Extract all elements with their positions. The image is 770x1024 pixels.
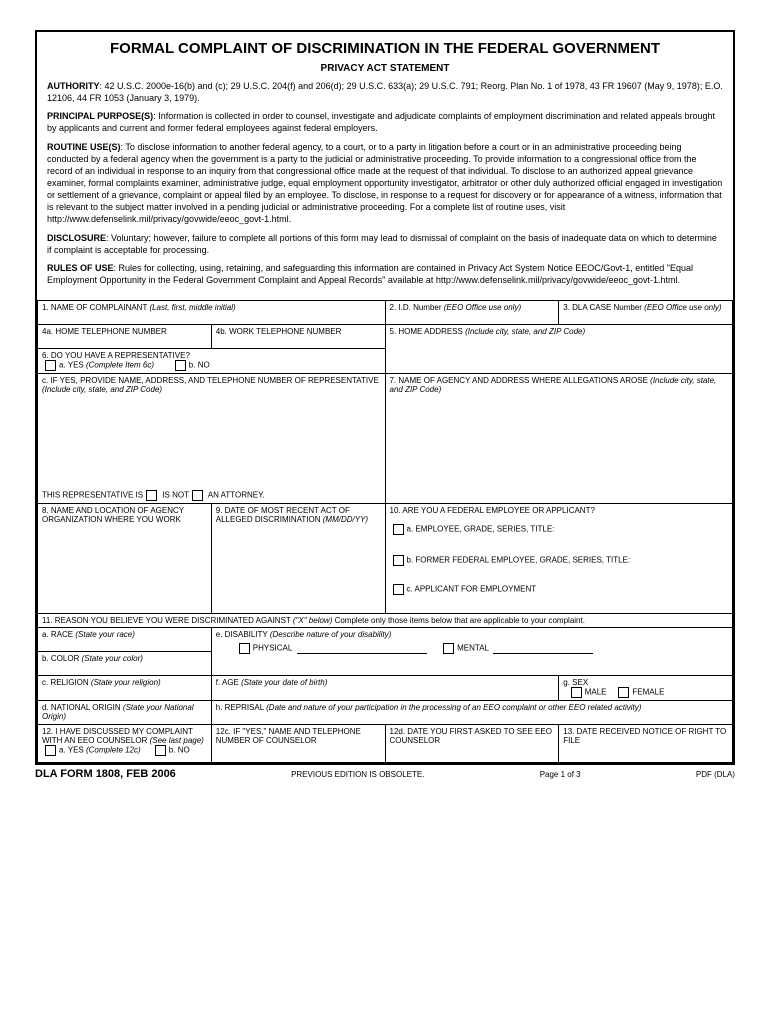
field-7[interactable]: 7. NAME OF AGENCY AND ADDRESS WHERE ALLE… (385, 374, 733, 504)
rules-label: RULES OF USE (47, 263, 114, 273)
obsolete-notice: PREVIOUS EDITION IS OBSOLETE. (291, 770, 424, 779)
page-number: Page 1 of 3 (540, 770, 581, 779)
form-footer: DLA FORM 1808, FEB 2006 PREVIOUS EDITION… (35, 765, 735, 780)
field-10: 10. ARE YOU A FEDERAL EMPLOYEE OR APPLIC… (385, 504, 733, 544)
checkbox-6b[interactable] (175, 360, 186, 371)
field-11b[interactable]: b. COLOR (State your color) (38, 652, 212, 676)
checkbox-rep-isnot[interactable] (192, 490, 203, 501)
form-grid: 1. NAME OF COMPLAINANT (Last, first, mid… (37, 300, 733, 763)
field-4a[interactable]: 4a. HOME TELEPHONE NUMBER (38, 325, 212, 349)
field-2[interactable]: 2. I.D. Number (EEO Office use only) (385, 301, 559, 325)
checkbox-rep-is[interactable] (146, 490, 157, 501)
field-11a[interactable]: a. RACE (State your race) (38, 628, 212, 652)
field-6c[interactable]: c. IF YES, PROVIDE NAME, ADDRESS, AND TE… (38, 374, 386, 504)
checkbox-11g-female[interactable] (618, 687, 629, 698)
checkbox-10a[interactable] (393, 524, 404, 535)
field-4b[interactable]: 4b. WORK TELEPHONE NUMBER (211, 325, 385, 349)
field-13[interactable]: 13. DATE RECEIVED NOTICE OF RIGHT TO FIL… (559, 725, 733, 763)
authority-label: AUTHORITY (47, 81, 100, 91)
disclosure-text: : Voluntary; however, failure to complet… (47, 233, 717, 255)
privacy-statement: AUTHORITY: 42 U.S.C. 2000e-16(b) and (c)… (37, 80, 733, 300)
routine-text: : To disclose information to another fed… (47, 142, 722, 225)
form-id: DLA FORM 1808, FEB 2006 (35, 768, 176, 780)
checkbox-11g-male[interactable] (571, 687, 582, 698)
checkbox-10b[interactable] (393, 555, 404, 566)
form-title: FORMAL COMPLAINT OF DISCRIMINATION IN TH… (37, 32, 733, 61)
field-11: 11. REASON YOU BELIEVE YOU WERE DISCRIMI… (38, 614, 733, 628)
form-container: FORMAL COMPLAINT OF DISCRIMINATION IN TH… (35, 30, 735, 765)
field-12: 12. I HAVE DISCUSSED MY COMPLAINT WITH A… (38, 725, 212, 763)
field-10b: b. FORMER FEDERAL EMPLOYEE, GRADE, SERIE… (385, 544, 733, 573)
checkbox-11e-mental[interactable] (443, 643, 454, 654)
privacy-subtitle: PRIVACY ACT STATEMENT (37, 61, 733, 80)
field-11f[interactable]: f. AGE (State your date of birth) (211, 676, 559, 701)
field-6: 6. DO YOU HAVE A REPRESENTATIVE? a. YES … (38, 349, 386, 374)
field-11h[interactable]: h. REPRISAL (Date and nature of your par… (211, 701, 732, 725)
field-12c[interactable]: 12c. IF "YES," NAME AND TELEPHONE NUMBER… (211, 725, 385, 763)
field-3[interactable]: 3. DLA CASE Number (EEO Office use only) (559, 301, 733, 325)
checkbox-10c[interactable] (393, 584, 404, 595)
checkbox-12b[interactable] (155, 745, 166, 756)
purposes-label: PRINCIPAL PURPOSE(S) (47, 111, 153, 121)
checkbox-11e-physical[interactable] (239, 643, 250, 654)
field-9[interactable]: 9. DATE OF MOST RECENT ACT OF ALLEGED DI… (211, 504, 385, 614)
field-11g: g. SEX MALE FEMALE (559, 676, 733, 701)
field-11d[interactable]: d. NATIONAL ORIGIN (State your National … (38, 701, 212, 725)
checkbox-6a[interactable] (45, 360, 56, 371)
authority-text: : 42 U.S.C. 2000e-16(b) and (c); 29 U.S.… (47, 81, 723, 103)
field-11e[interactable]: e. DISABILITY (Describe nature of your d… (211, 628, 732, 676)
field-12d[interactable]: 12d. DATE YOU FIRST ASKED TO SEE EEO COU… (385, 725, 559, 763)
disclosure-label: DISCLOSURE (47, 233, 106, 243)
rules-text: : Rules for collecting, using, retaining… (47, 263, 693, 285)
field-10c: c. APPLICANT FOR EMPLOYMENT (385, 573, 733, 614)
pdf-label: PDF (DLA) (696, 770, 735, 779)
field-8[interactable]: 8. NAME AND LOCATION OF AGENCY ORGANIZAT… (38, 504, 212, 614)
field-11c[interactable]: c. RELIGION (State your religion) (38, 676, 212, 701)
field-5[interactable]: 5. HOME ADDRESS (Include city, state, an… (385, 325, 733, 374)
rep-attorney-row: THIS REPRESENTATIVE IS IS NOT AN ATTORNE… (42, 490, 265, 501)
checkbox-12a[interactable] (45, 745, 56, 756)
routine-label: ROUTINE USE(S) (47, 142, 121, 152)
field-1[interactable]: 1. NAME OF COMPLAINANT (Last, first, mid… (38, 301, 386, 325)
